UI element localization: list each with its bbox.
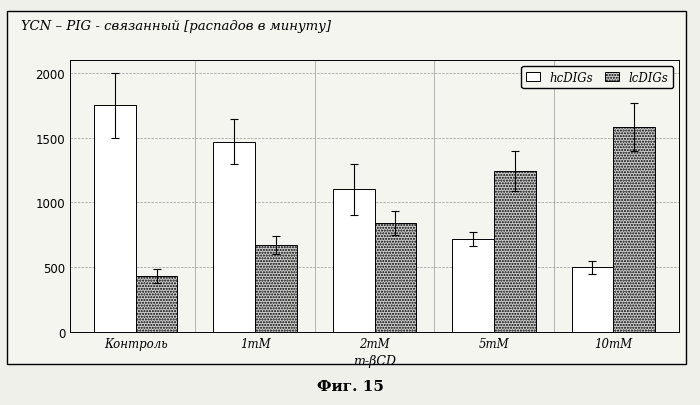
Bar: [214, 142, 255, 332]
Legend: hcDIGs, lcDIGs: hcDIGs, lcDIGs: [522, 67, 673, 89]
Bar: [571, 267, 613, 332]
X-axis label: m-βCD: m-βCD: [353, 354, 396, 367]
Bar: [613, 128, 655, 332]
Bar: [136, 277, 178, 332]
Bar: [374, 224, 416, 332]
Bar: [452, 239, 494, 332]
Text: Фиг. 15: Фиг. 15: [316, 379, 384, 393]
Bar: [494, 172, 536, 332]
Bar: [94, 106, 136, 332]
Text: YCN – PIG - связанный [распадов в минуту]: YCN – PIG - связанный [распадов в минуту…: [21, 20, 331, 33]
Bar: [255, 245, 297, 332]
Bar: [332, 190, 375, 332]
